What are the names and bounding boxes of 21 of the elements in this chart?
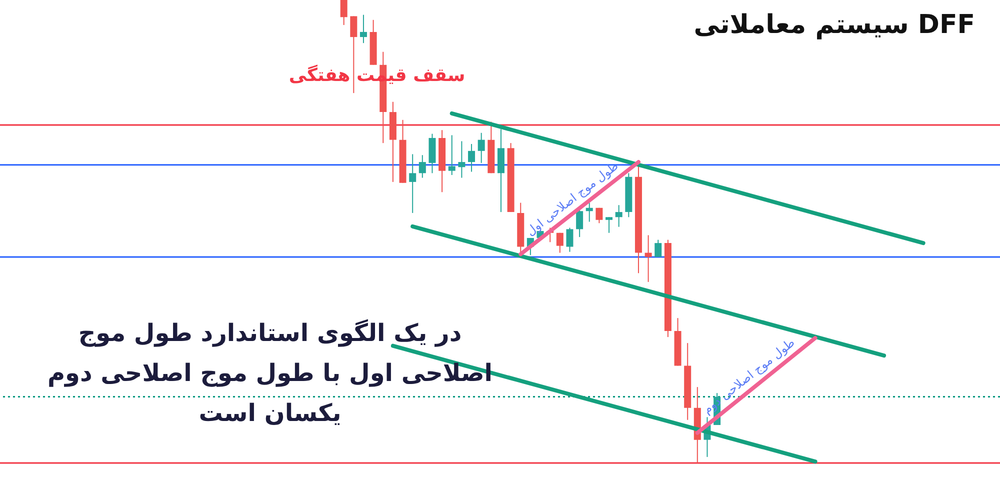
chart-title: سیستم معاملاتی DFF [694,10,975,40]
candlestick [556,232,564,254]
text: طول موج اصلاحی دوم [700,335,798,417]
candlestick [340,0,348,26]
text: طول موج اصلاحی اول [524,158,621,238]
candlestick [350,16,358,94]
candlestick [566,227,574,252]
candlestick [360,14,367,44]
candlestick [615,204,622,228]
candlestick [644,234,652,282]
candlestick [606,216,613,234]
annotation: در یک الگوی استاندارد طول موج اصلاحی اول با طول موج اصلاحی دوم یکسان است [47,319,493,427]
candlestick [478,132,485,164]
candlestick [418,154,426,178]
candlestick [596,207,603,224]
candlestick [458,140,466,178]
candlestick [409,154,416,214]
candlestick [468,143,476,172]
candlestick [586,202,593,222]
candlestick [654,239,662,258]
candlestick [448,134,456,176]
